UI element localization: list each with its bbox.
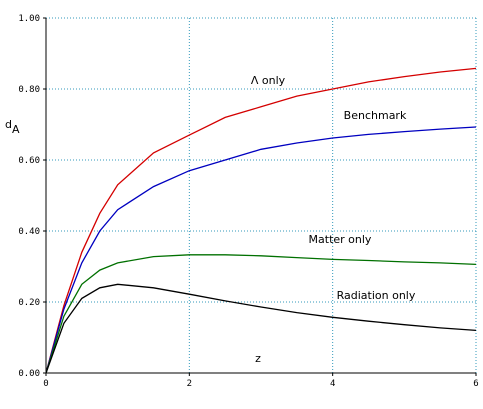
- x-tick-label: 0: [43, 379, 48, 389]
- x-tick-label: 2: [187, 379, 192, 389]
- y-tick-label: 0.20: [18, 298, 40, 308]
- series-label: Λ only: [251, 74, 286, 87]
- series-label: Radiation only: [337, 289, 416, 302]
- y-tick-label: 0.00: [18, 369, 40, 379]
- series-line: [45, 283, 477, 374]
- y-tick-label: 0.60: [18, 156, 40, 166]
- x-axis-label: z: [255, 352, 261, 365]
- y-tick-label: 0.40: [18, 227, 40, 237]
- x-tick-label: 4: [330, 379, 335, 389]
- y-tick-label: 0.80: [18, 85, 40, 95]
- y-label-base: d: [5, 118, 12, 131]
- series-line: [45, 254, 477, 374]
- series-line: [45, 67, 477, 374]
- series-line: [45, 126, 477, 374]
- series-label: Benchmark: [344, 109, 407, 122]
- y-axis-label: dA: [5, 118, 20, 136]
- y-label-subscript: A: [12, 123, 20, 136]
- y-tick-label: 1.00: [18, 14, 40, 24]
- x-tick-label: 6: [473, 379, 478, 389]
- series-label: Matter only: [309, 233, 372, 246]
